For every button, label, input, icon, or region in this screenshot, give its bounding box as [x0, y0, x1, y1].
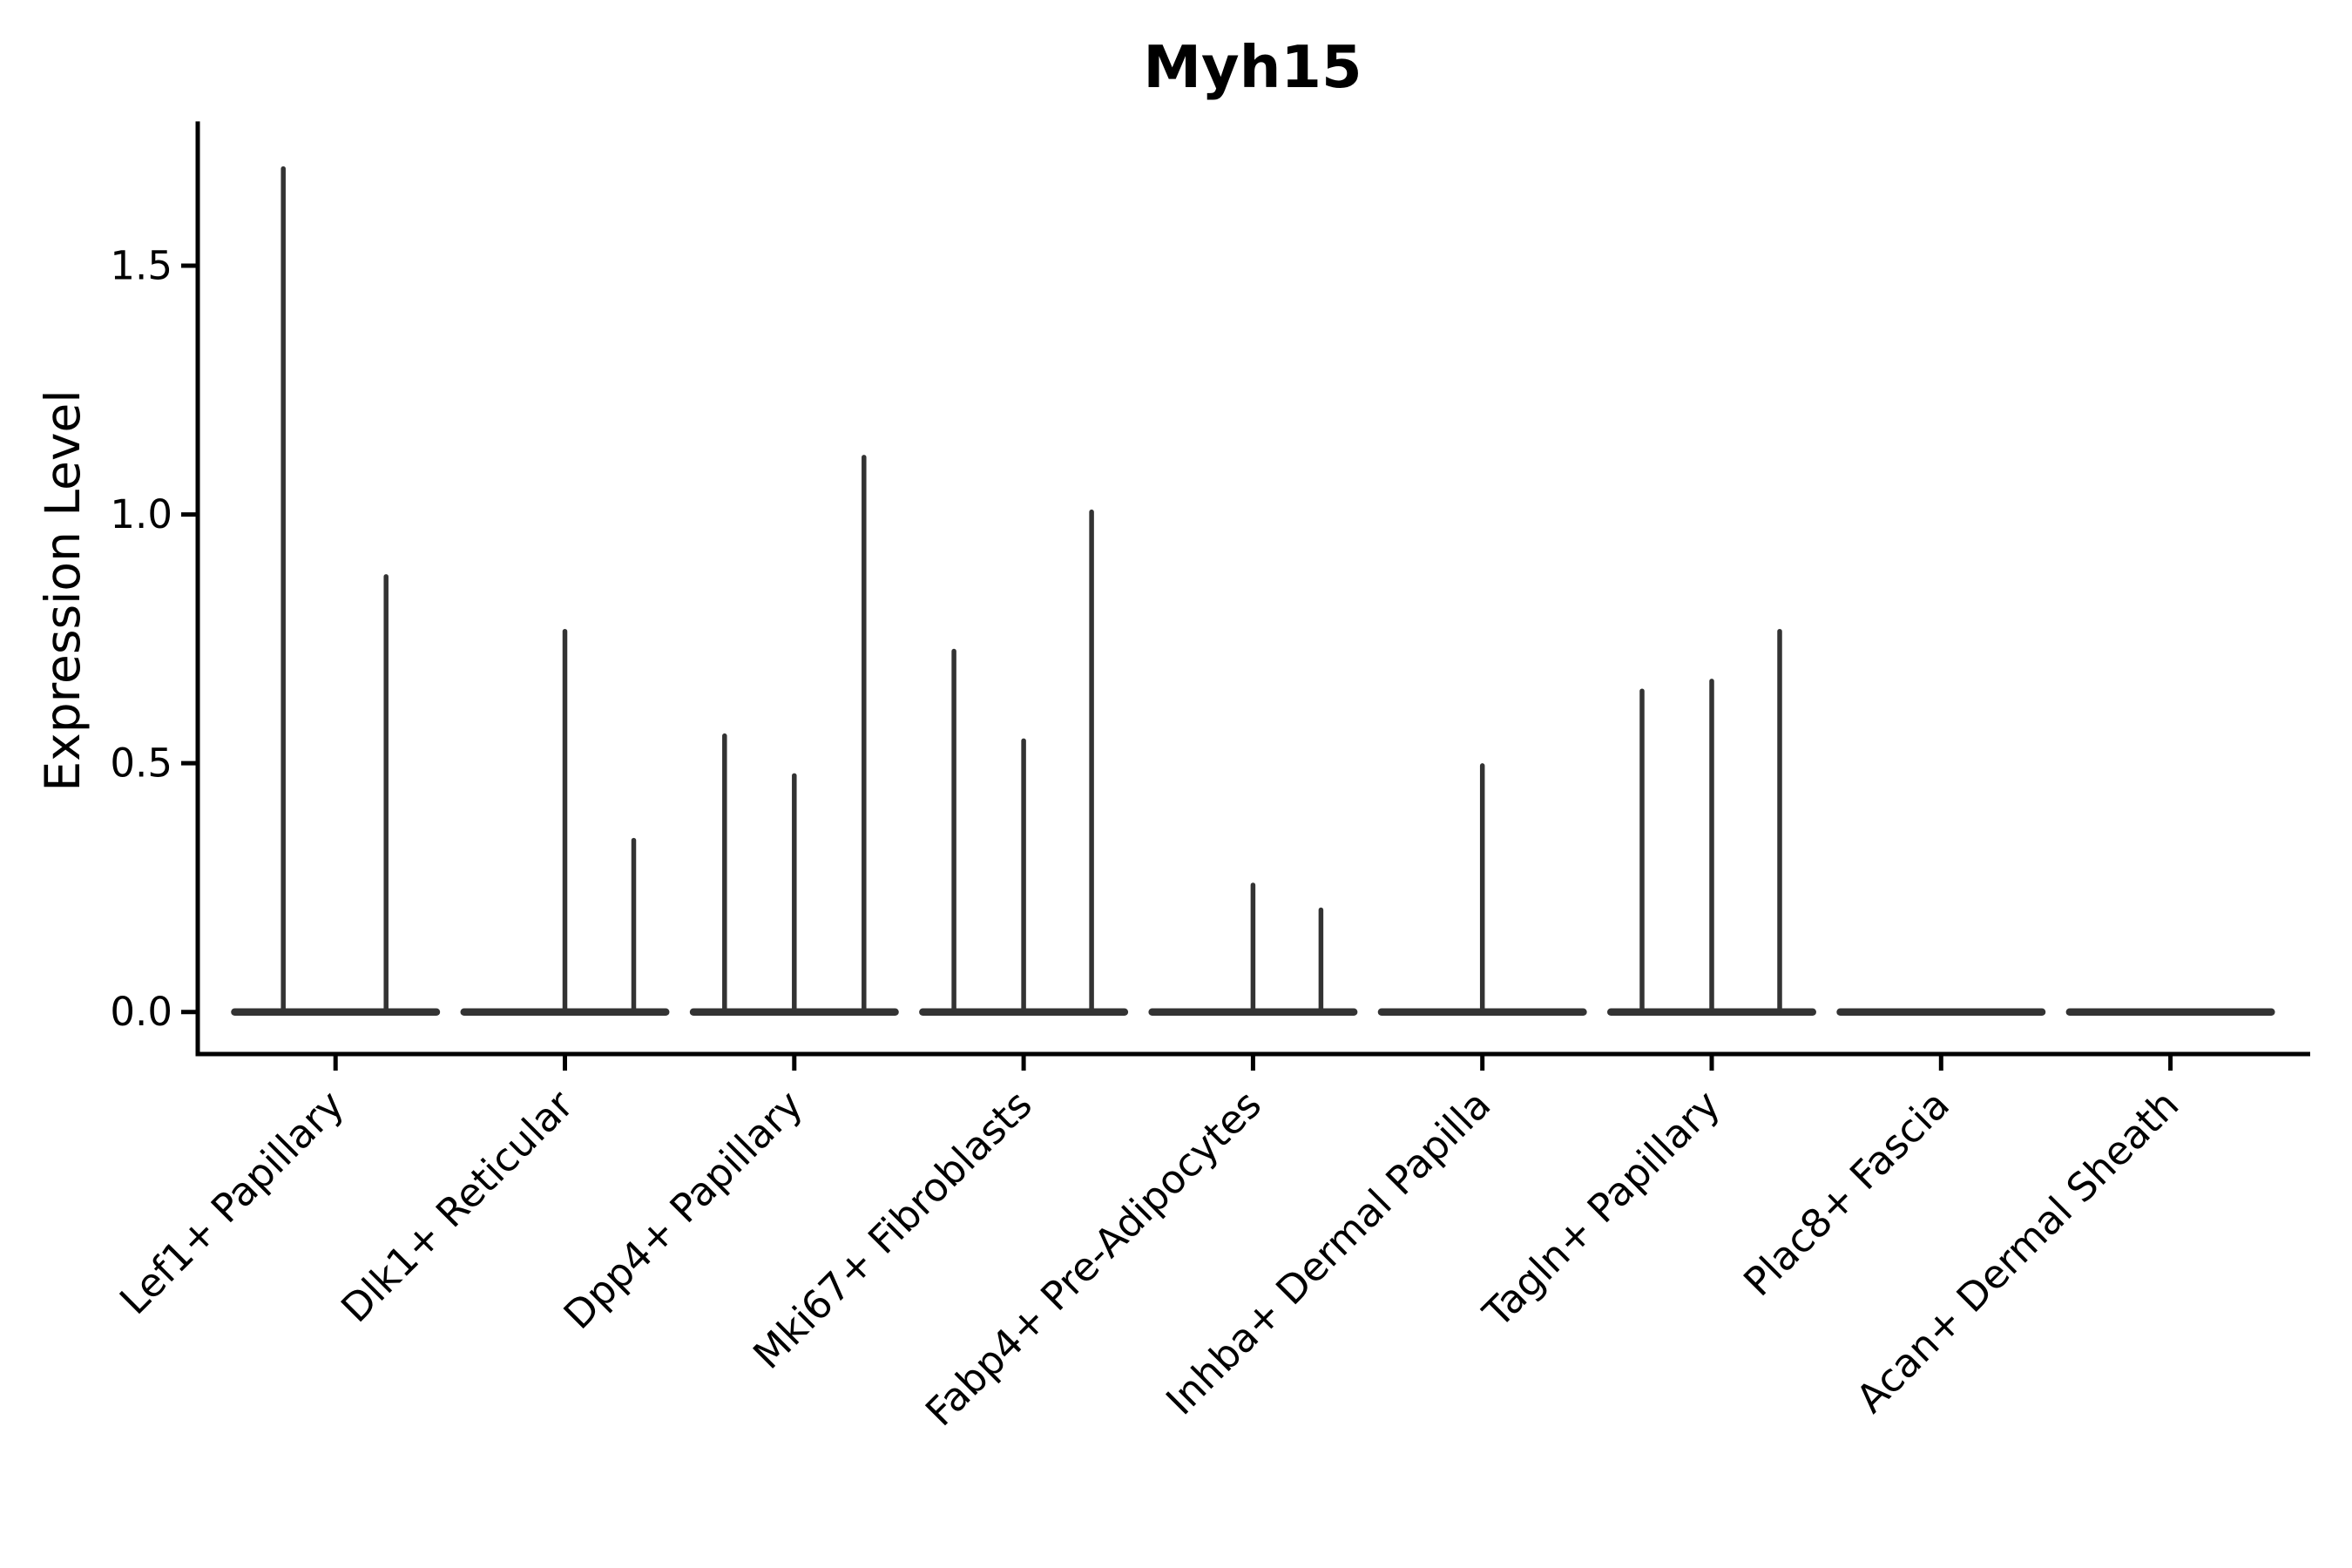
violin-base: [2065, 1008, 2275, 1016]
violin-spike: [951, 648, 956, 1012]
x-tick-label: Lef1+ Papillary: [111, 1081, 353, 1323]
violin-spike: [862, 455, 867, 1012]
violin-spike: [722, 733, 727, 1012]
violin-spike: [1709, 679, 1714, 1012]
violin-base: [689, 1008, 899, 1016]
violin-base: [1836, 1008, 2046, 1016]
x-tick-label: Dpp4+ Papillary: [555, 1081, 812, 1338]
violin-spike: [631, 837, 637, 1012]
violin-spike: [1777, 628, 1782, 1012]
y-tick-label: 1.5: [110, 243, 172, 289]
y-tick-label: 1.0: [110, 491, 172, 537]
violin-spike: [1318, 907, 1324, 1012]
violin-spike: [1089, 509, 1094, 1012]
violin-spike: [1479, 763, 1485, 1012]
x-tick-label: Plac8+ Fascia: [1734, 1081, 1958, 1305]
y-axis-label: Expression Level: [35, 389, 91, 792]
x-tick-label: Dlk1+ Reticular: [332, 1081, 582, 1331]
violin-spike: [1639, 688, 1645, 1012]
violin-base: [231, 1008, 441, 1016]
y-tick-label: 0.5: [110, 740, 172, 787]
violin-spike: [280, 166, 286, 1012]
violin-spike: [383, 574, 389, 1012]
y-tick-label: 0.0: [110, 989, 172, 1035]
violin-spike: [792, 773, 797, 1012]
violin-spike: [562, 628, 568, 1012]
violin-spike: [1021, 738, 1026, 1012]
violin-spike: [1250, 882, 1256, 1012]
plot-title: Myh15: [1143, 33, 1362, 101]
x-tick-label: Tagln+ Papillary: [1474, 1081, 1729, 1336]
